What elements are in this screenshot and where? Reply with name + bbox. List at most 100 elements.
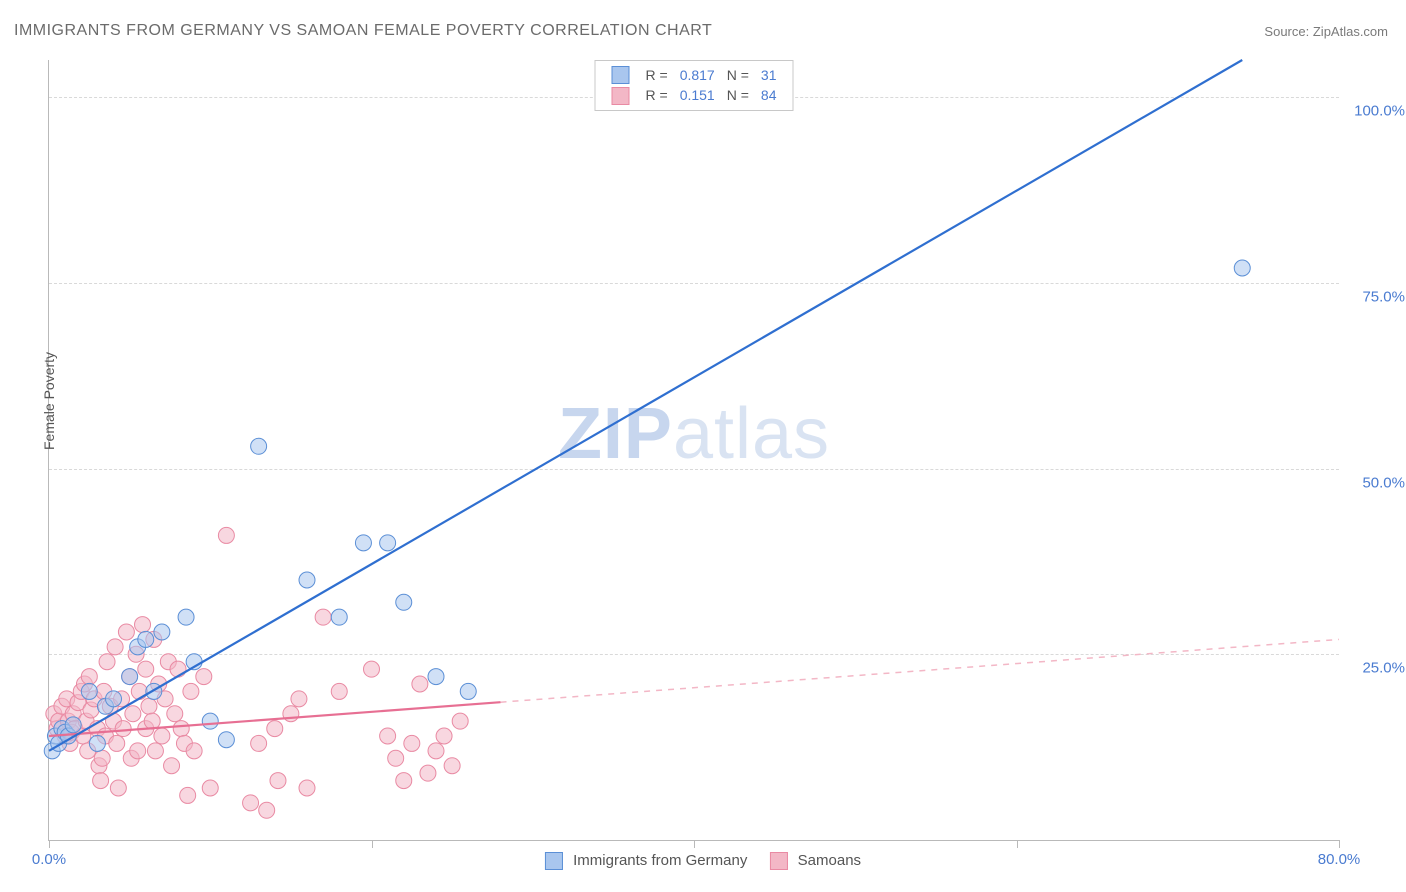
data-point bbox=[94, 750, 110, 766]
data-point bbox=[196, 669, 212, 685]
legend-row-samoans: R = 0.151 N = 84 bbox=[606, 85, 783, 105]
data-point bbox=[107, 639, 123, 655]
data-point bbox=[65, 717, 81, 733]
swatch-germany-icon bbox=[612, 66, 630, 84]
data-point bbox=[173, 721, 189, 737]
data-point bbox=[202, 713, 218, 729]
data-point bbox=[444, 758, 460, 774]
x-tick bbox=[49, 840, 50, 848]
data-point bbox=[138, 661, 154, 677]
data-point bbox=[452, 713, 468, 729]
legend-correlation: R = 0.817 N = 31 R = 0.151 N = 84 bbox=[595, 60, 794, 111]
trend-line-dashed bbox=[501, 639, 1340, 702]
y-tick-label: 100.0% bbox=[1354, 103, 1405, 120]
data-point bbox=[364, 661, 380, 677]
data-point bbox=[460, 683, 476, 699]
data-point bbox=[396, 773, 412, 789]
legend-label-germany: Immigrants from Germany bbox=[573, 852, 747, 869]
data-point bbox=[186, 743, 202, 759]
data-point bbox=[251, 438, 267, 454]
x-tick-label: 0.0% bbox=[32, 851, 66, 868]
r-value-germany: 0.817 bbox=[674, 65, 721, 85]
x-tick bbox=[694, 840, 695, 848]
chart-title: IMMIGRANTS FROM GERMANY VS SAMOAN FEMALE… bbox=[14, 22, 712, 40]
data-point bbox=[331, 683, 347, 699]
data-point bbox=[135, 617, 151, 633]
n-value-germany: 31 bbox=[755, 65, 783, 85]
data-point bbox=[131, 683, 147, 699]
data-point bbox=[218, 732, 234, 748]
n-label: N = bbox=[721, 85, 755, 105]
n-value-samoans: 84 bbox=[755, 85, 783, 105]
data-point bbox=[99, 654, 115, 670]
data-point bbox=[299, 780, 315, 796]
y-tick-label: 75.0% bbox=[1362, 288, 1405, 305]
data-point bbox=[106, 691, 122, 707]
data-point bbox=[81, 683, 97, 699]
data-point bbox=[141, 698, 157, 714]
data-point bbox=[180, 787, 196, 803]
data-point bbox=[270, 773, 286, 789]
data-point bbox=[428, 743, 444, 759]
data-point bbox=[167, 706, 183, 722]
r-label: R = bbox=[640, 65, 674, 85]
data-point bbox=[93, 773, 109, 789]
y-tick-label: 50.0% bbox=[1362, 474, 1405, 491]
data-point bbox=[396, 594, 412, 610]
swatch-samoans-icon bbox=[612, 87, 630, 105]
data-point bbox=[89, 735, 105, 751]
data-point bbox=[109, 735, 125, 751]
r-value-samoans: 0.151 bbox=[674, 85, 721, 105]
data-point bbox=[1234, 260, 1250, 276]
swatch-germany-icon bbox=[545, 852, 563, 870]
data-point bbox=[164, 758, 180, 774]
data-point bbox=[154, 728, 170, 744]
data-point bbox=[380, 728, 396, 744]
data-point bbox=[436, 728, 452, 744]
data-point bbox=[428, 669, 444, 685]
data-point bbox=[122, 669, 138, 685]
data-point bbox=[315, 609, 331, 625]
data-point bbox=[202, 780, 218, 796]
source-credit: Source: ZipAtlas.com bbox=[1264, 24, 1388, 39]
legend-row-germany: R = 0.817 N = 31 bbox=[606, 65, 783, 85]
data-point bbox=[299, 572, 315, 588]
data-point bbox=[81, 669, 97, 685]
y-tick-label: 25.0% bbox=[1362, 660, 1405, 677]
swatch-samoans-icon bbox=[770, 852, 788, 870]
data-point bbox=[118, 624, 134, 640]
x-tick bbox=[1339, 840, 1340, 848]
data-point bbox=[380, 535, 396, 551]
r-label: R = bbox=[640, 85, 674, 105]
data-point bbox=[125, 706, 141, 722]
plot-area: Female Poverty ZIPatlas 25.0%50.0%75.0%1… bbox=[48, 60, 1339, 841]
data-point bbox=[110, 780, 126, 796]
data-point bbox=[388, 750, 404, 766]
data-point bbox=[420, 765, 436, 781]
legend-series: Immigrants from Germany Samoans bbox=[527, 852, 861, 870]
source-label: Source: bbox=[1264, 24, 1309, 39]
data-point bbox=[259, 802, 275, 818]
data-point bbox=[170, 661, 186, 677]
trend-line bbox=[49, 60, 1242, 751]
data-point bbox=[154, 624, 170, 640]
data-point bbox=[291, 691, 307, 707]
data-point bbox=[178, 609, 194, 625]
n-label: N = bbox=[721, 65, 755, 85]
chart-svg bbox=[49, 60, 1339, 840]
data-point bbox=[138, 631, 154, 647]
data-point bbox=[144, 713, 160, 729]
data-point bbox=[404, 735, 420, 751]
data-point bbox=[183, 683, 199, 699]
data-point bbox=[251, 735, 267, 751]
x-tick-label: 80.0% bbox=[1318, 851, 1361, 868]
data-point bbox=[355, 535, 371, 551]
data-point bbox=[412, 676, 428, 692]
source-name: ZipAtlas.com bbox=[1313, 24, 1388, 39]
data-point bbox=[147, 743, 163, 759]
data-point bbox=[130, 743, 146, 759]
x-tick bbox=[372, 840, 373, 848]
data-point bbox=[115, 721, 131, 737]
x-tick bbox=[1017, 840, 1018, 848]
legend-label-samoans: Samoans bbox=[798, 852, 861, 869]
